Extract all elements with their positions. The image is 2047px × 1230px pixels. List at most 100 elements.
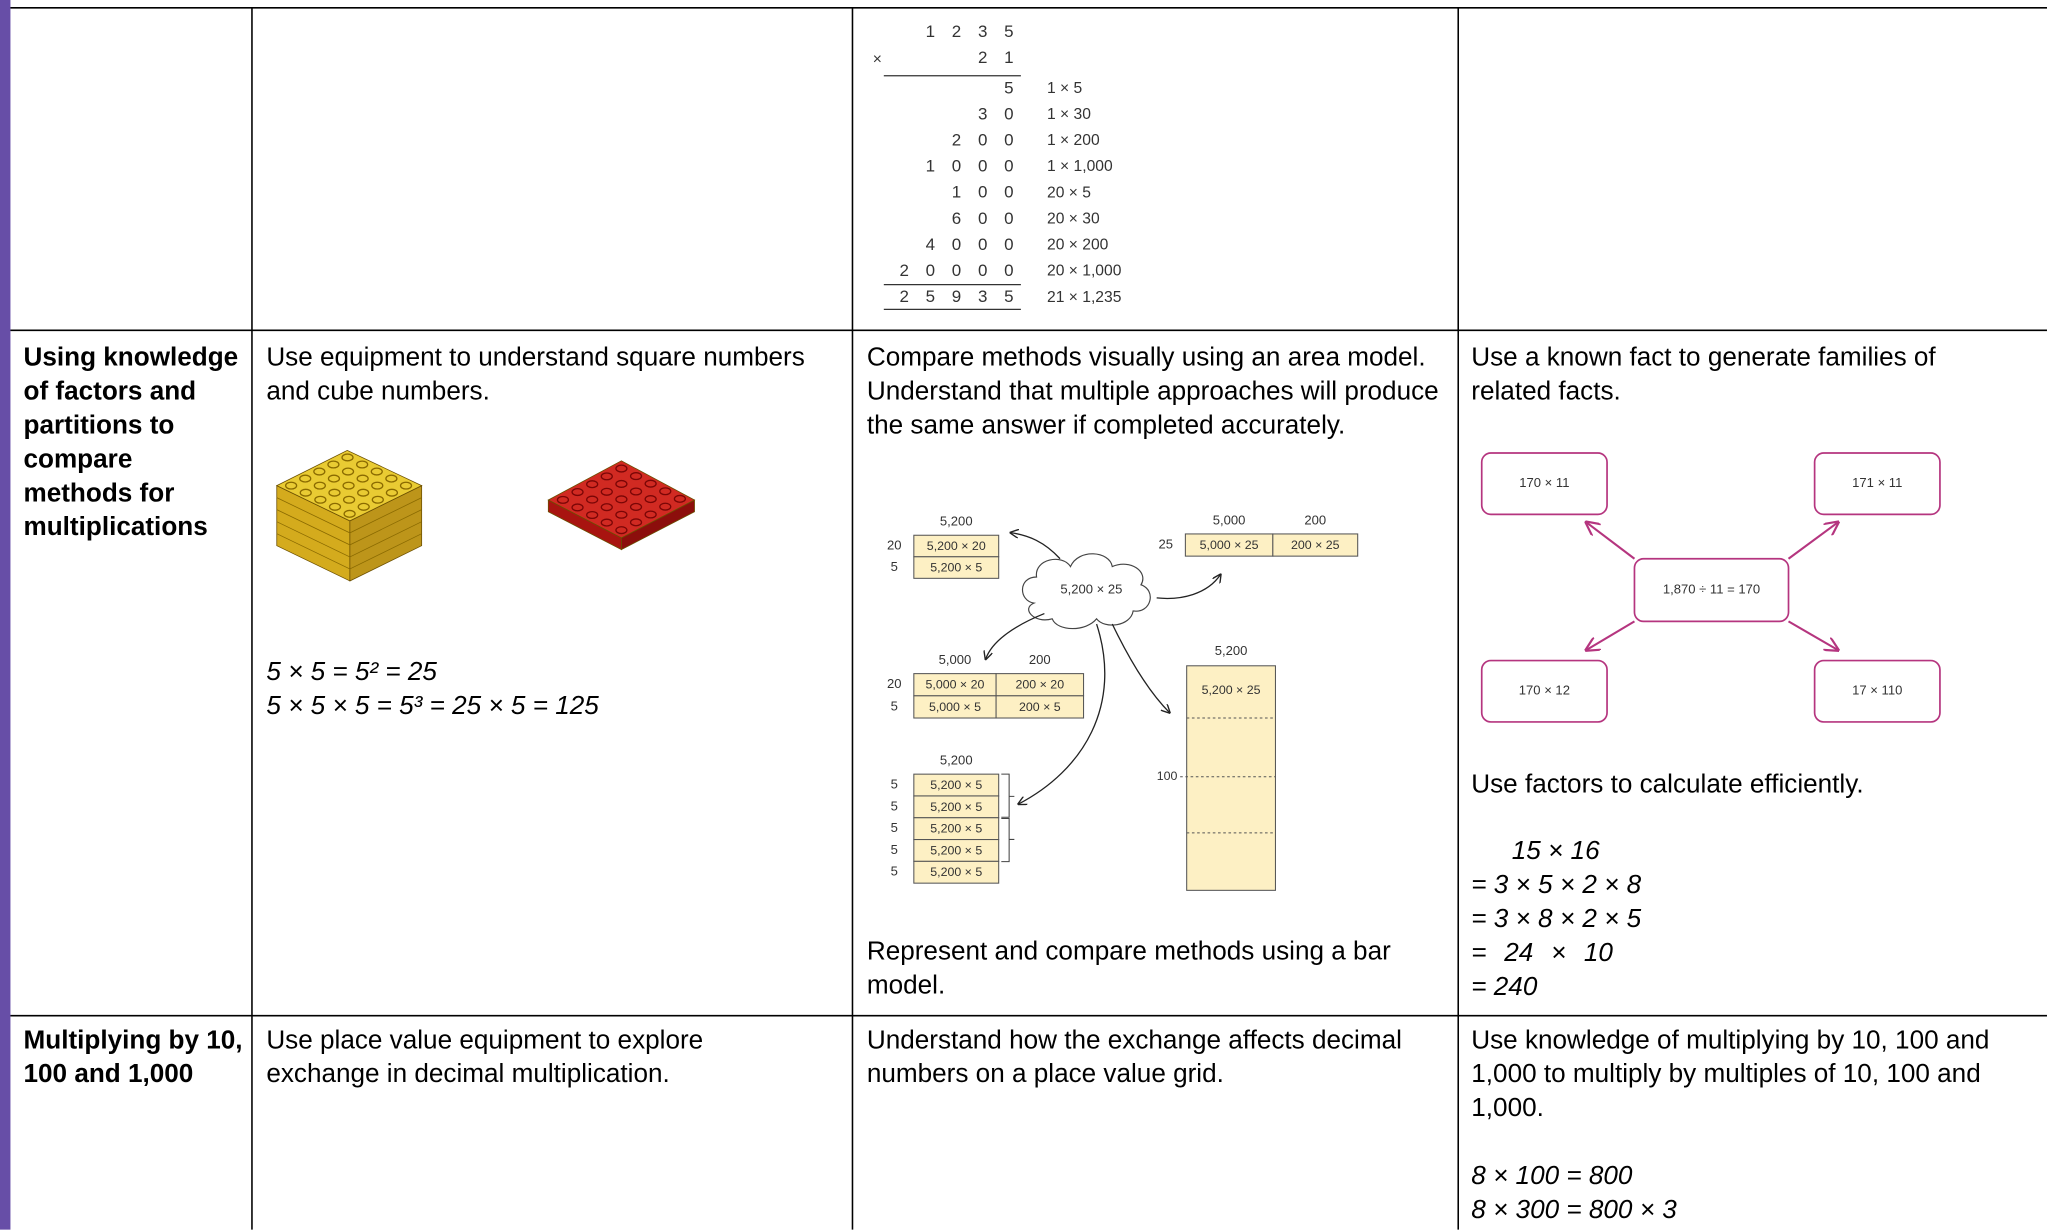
- stud: [586, 480, 599, 489]
- diagram-label: 171 × 11: [1852, 475, 1902, 490]
- concrete-text: Use place value equipment to explore exc…: [266, 1026, 704, 1089]
- stud: [328, 488, 341, 497]
- abstract-text: Use factors to calculate efficiently.: [1471, 770, 1864, 799]
- diagram-label: 5: [1004, 78, 1019, 97]
- diagram-label: 5,200 × 5: [930, 560, 982, 574]
- diagram-label: 5,200: [1215, 643, 1248, 658]
- diagram-label: 2 0 0: [952, 130, 1020, 149]
- stud: [327, 474, 341, 483]
- stud: [600, 503, 613, 512]
- diagram-label: 5: [891, 798, 898, 813]
- stud: [371, 495, 384, 504]
- diagram-label: 5,200 × 25: [1060, 582, 1122, 597]
- step: = 3 × 5 × 2 × 8: [1471, 870, 1642, 900]
- stud: [571, 487, 584, 497]
- equation: 5 × 5 = 5² = 25: [266, 657, 437, 687]
- fact-box: [1480, 452, 1608, 516]
- equation: 5 × 5 × 5 = 5³ = 25 × 5 = 125: [266, 691, 599, 721]
- equation: 8 × 300 = 800 × 3: [1471, 1195, 1677, 1225]
- diagram-label: 20 × 30: [1047, 210, 1100, 227]
- diagram-label: 200 × 20: [1016, 678, 1065, 692]
- stud: [342, 495, 356, 504]
- stud: [615, 479, 628, 488]
- stud: [629, 502, 643, 511]
- stud: [370, 467, 383, 476]
- stud: [659, 487, 672, 496]
- table-borders: [10, 7, 2047, 1230]
- stud: [385, 474, 398, 483]
- abstract-text: Use a known fact to generate families of…: [1471, 343, 1936, 407]
- diagram-label: 5: [891, 559, 898, 574]
- arrow: [986, 612, 1045, 660]
- stud: [284, 481, 298, 490]
- diagram-label: 1 0 0: [952, 183, 1020, 202]
- pictorial-text: Understand how the exchange affects deci…: [866, 1026, 1402, 1089]
- diagram-label: 5,000 × 25: [1200, 538, 1259, 552]
- step: = 3 × 8 × 2 × 5: [1471, 904, 1642, 934]
- diagram-label: 2 1: [978, 48, 1020, 67]
- block-line: [276, 509, 422, 546]
- stud: [341, 453, 354, 462]
- stud: [328, 502, 342, 511]
- stud: [629, 472, 643, 481]
- block-line: [276, 497, 422, 534]
- bracket: [1001, 773, 1015, 818]
- row-topic: Multiplying by 10, 100 and 1,000: [23, 1026, 243, 1089]
- abstract-text: Use knowledge of multiplying by 10, 100 …: [1471, 1026, 1990, 1123]
- stud: [356, 474, 369, 483]
- pictorial-text: Compare methods visually using an area m…: [866, 343, 1439, 440]
- diagram-label: 5,200 × 5: [930, 800, 982, 814]
- diagram-label: 5: [891, 820, 898, 835]
- arrow: [1586, 620, 1635, 650]
- stud: [356, 460, 369, 469]
- diagram-label: 200: [1304, 512, 1326, 527]
- stud: [571, 503, 584, 512]
- stud: [313, 467, 326, 476]
- area-cell: [913, 556, 1000, 579]
- diagram-label: 170 × 12: [1519, 683, 1570, 698]
- fact-box: [1480, 659, 1608, 723]
- concrete-text: Use equipment to understand square numbe…: [266, 343, 805, 407]
- diagram-label: 1 × 1,000: [1047, 158, 1113, 175]
- area-cell: [1272, 533, 1359, 557]
- stud: [385, 488, 399, 497]
- bracket: [1001, 818, 1015, 863]
- row-topic: Using knowledge of factors and partition…: [23, 343, 239, 542]
- diagram-label: 1 × 30: [1047, 106, 1091, 123]
- diagram-label: 5,200 × 5: [930, 822, 982, 836]
- step: 15 × 16: [1511, 836, 1600, 866]
- bar: [1186, 665, 1276, 891]
- diagram-label: 5,000 × 20: [925, 678, 984, 692]
- diagram-label: 1,870 ÷ 11 = 170: [1663, 582, 1760, 597]
- stud: [343, 509, 356, 518]
- equation: 8 × 100 = 800: [1471, 1161, 1633, 1191]
- step: = 24 × 10: [1471, 938, 1613, 968]
- diagram-label: 5,200: [940, 753, 973, 768]
- stud: [342, 481, 355, 490]
- diagram-label: 5,200: [940, 514, 973, 529]
- diagram-label: 1 × 5: [1047, 80, 1083, 97]
- stud: [399, 481, 413, 490]
- stud: [586, 495, 599, 504]
- diagram-label: 2 0 0 0 0: [899, 261, 1019, 280]
- stud: [629, 518, 643, 527]
- diagram-label: 20 × 1,000: [1047, 263, 1122, 280]
- stud: [586, 510, 599, 520]
- stud: [600, 487, 613, 496]
- stud: [644, 495, 657, 504]
- stud: [371, 481, 384, 490]
- arrow: [1010, 533, 1061, 560]
- stud: [600, 518, 613, 527]
- diagram-label: 200 × 5: [1019, 700, 1061, 714]
- arrow: [1787, 522, 1839, 560]
- block-face: [547, 460, 696, 539]
- stud: [644, 479, 657, 488]
- stud: [644, 510, 657, 519]
- side-bar: [0, 0, 11, 1230]
- stud: [615, 526, 628, 535]
- arrow: [1586, 522, 1636, 560]
- stud: [615, 510, 628, 519]
- stud: [341, 467, 355, 476]
